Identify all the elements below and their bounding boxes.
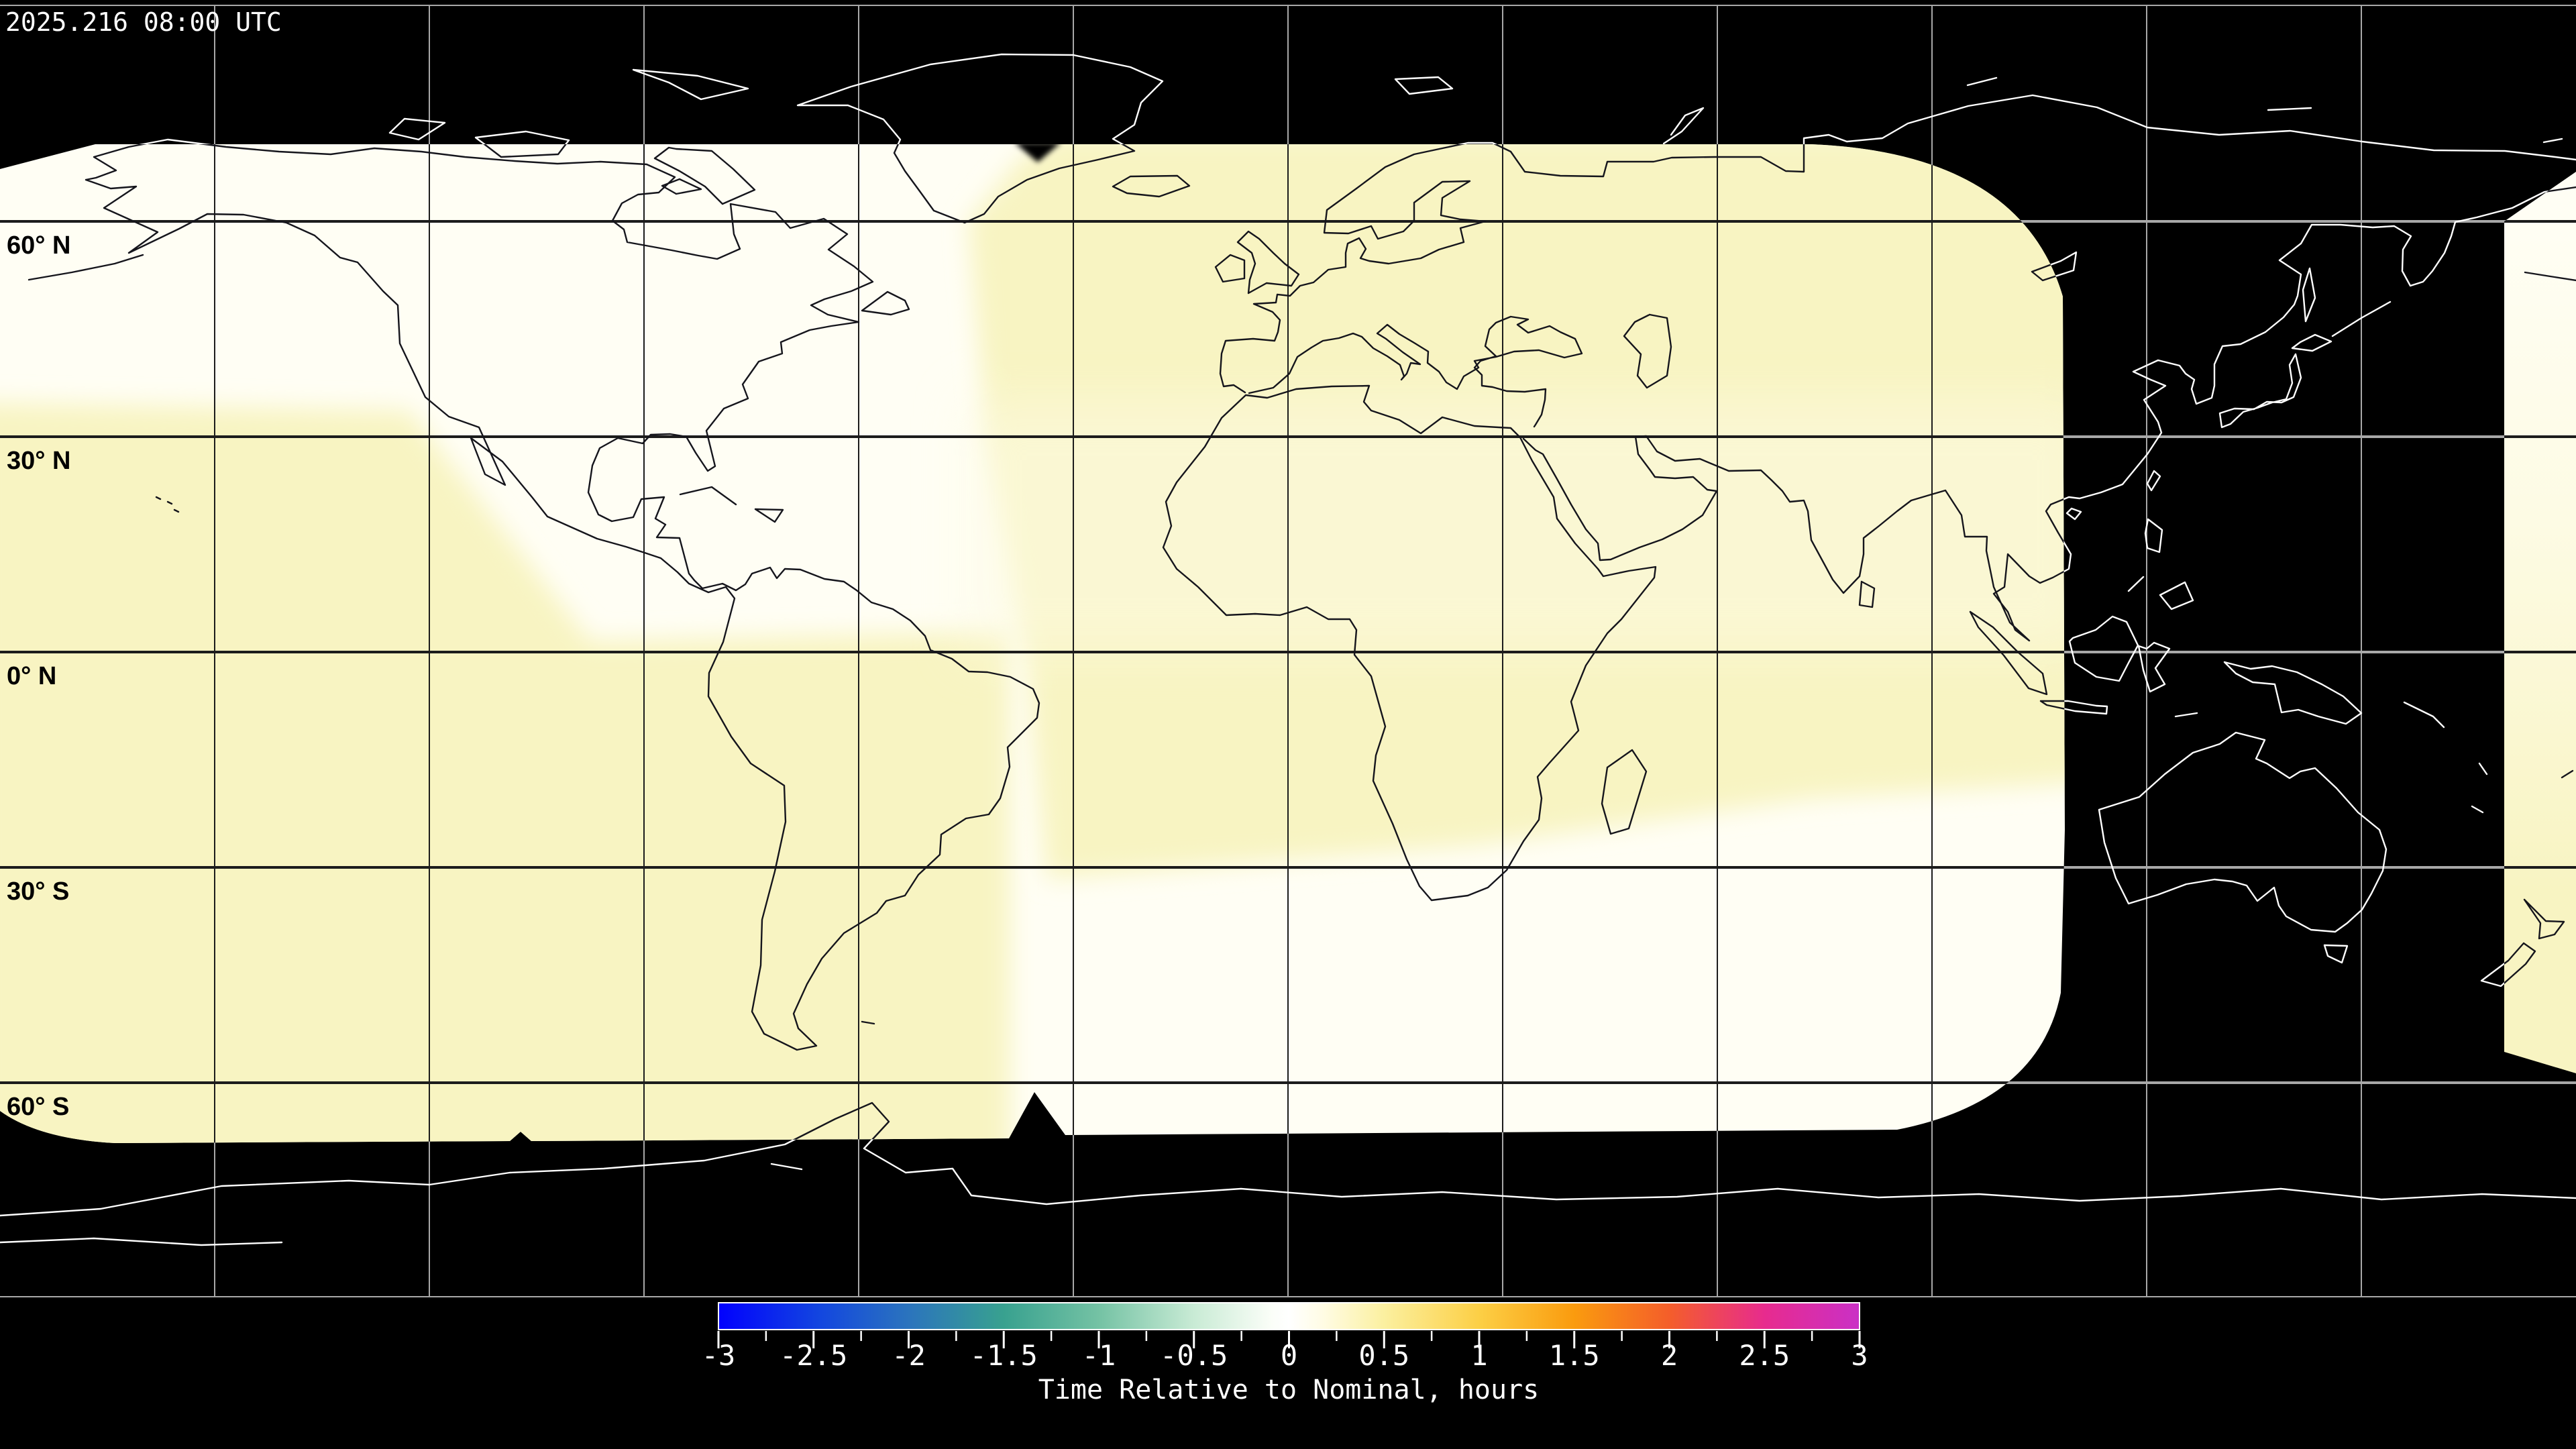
coverage-swath [0,144,2576,1143]
latitude-label: 30° N [7,447,70,475]
colorbar-tick-label: -1.5 [970,1339,1038,1372]
colorbar: -3 -2.5 -2 -1.5 -1 -0.5 0 0.5 1 1.5 2 2.5 3 Time Rel… [702,1302,1868,1405]
colorbar-tick-label: -2.5 [780,1339,847,1372]
colorbar-tick-labels: -3 -2.5 -2 -1.5 -1 -0.5 0 0.5 1 1.5 2 2.5 3 [702,1339,1868,1372]
latitude-label: 0° N [7,662,56,690]
colorbar-tick-label: 2.5 [1739,1339,1790,1372]
colorbar-tick-label: 0 [1281,1339,1297,1372]
coverage-pass-yellow-west [0,402,1010,1143]
colorbar-tick-label: 0.5 [1358,1339,1409,1372]
colorbar-tick-label: 1.5 [1549,1339,1600,1372]
swath-gap-notch [1014,144,1061,162]
latitude-label: 30° S [7,877,69,906]
latitude-labels: 60° N 30° N 0° N 30° S 60° S [7,231,70,1121]
colorbar-tick-label: 3 [1851,1339,1868,1372]
colorbar-ticks [717,1331,1861,1348]
colorbar-tick-label: -2 [892,1339,926,1372]
colorbar-tick-label: 1 [1470,1339,1487,1372]
latitude-label: 60° N [7,231,70,260]
colorbar-tick-label: 2 [1661,1339,1678,1372]
timestamp: 2025.216 08:00 UTC [5,7,282,37]
colorbar-tick-label: -0.5 [1160,1339,1228,1372]
colorbar-title: Time Relative to Nominal, hours [1038,1375,1540,1405]
coverage-light-band [966,399,2093,654]
latitude-label: 60° S [7,1093,69,1121]
colorbar-tick-label: -3 [702,1339,736,1372]
colorbar-tick-label: -1 [1082,1339,1116,1372]
colorbar-gradient-bar [718,1302,1860,1330]
